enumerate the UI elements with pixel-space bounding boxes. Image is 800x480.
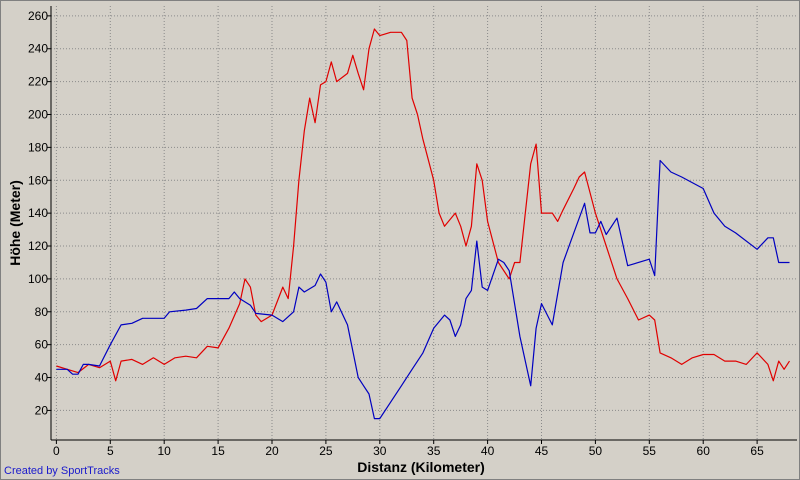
- y-tick-label: 140: [28, 206, 48, 220]
- y-tick-label: 120: [28, 239, 48, 253]
- series-line-1: [56, 159, 790, 420]
- x-tick-label: 5: [107, 444, 114, 458]
- y-tick-label: 160: [28, 173, 48, 187]
- y-tick-label: 100: [28, 272, 48, 286]
- y-tick-label: 240: [28, 42, 48, 56]
- y-tick-label: 20: [35, 403, 49, 417]
- credit-text: Created by SportTracks: [4, 465, 120, 477]
- x-tick-label: 40: [481, 444, 495, 458]
- x-tick-label: 30: [373, 444, 387, 458]
- y-tick-label: 60: [35, 338, 49, 352]
- x-tick-label: 0: [53, 444, 60, 458]
- x-axis-label: Distanz (Kilometer): [357, 459, 485, 475]
- y-tick-label: 80: [35, 305, 49, 319]
- x-tick-label: 60: [697, 444, 711, 458]
- x-tick-label: 35: [427, 444, 441, 458]
- x-tick-label: 55: [643, 444, 657, 458]
- y-tick-label: 40: [35, 371, 49, 385]
- x-tick-label: 65: [750, 444, 764, 458]
- x-tick-label: 45: [535, 444, 549, 458]
- x-tick-label: 10: [158, 444, 172, 458]
- y-tick-label: 200: [28, 108, 48, 122]
- x-tick-label: 50: [589, 444, 603, 458]
- series-line-0: [56, 28, 791, 382]
- x-tick-label: 20: [265, 444, 279, 458]
- x-tick-label: 15: [211, 444, 225, 458]
- y-tick-label: 220: [28, 75, 48, 89]
- x-tick-label: 25: [319, 444, 333, 458]
- y-axis-label: Höhe (Meter): [7, 180, 23, 266]
- y-tick-label: 180: [28, 140, 48, 154]
- y-tick-label: 260: [28, 9, 48, 23]
